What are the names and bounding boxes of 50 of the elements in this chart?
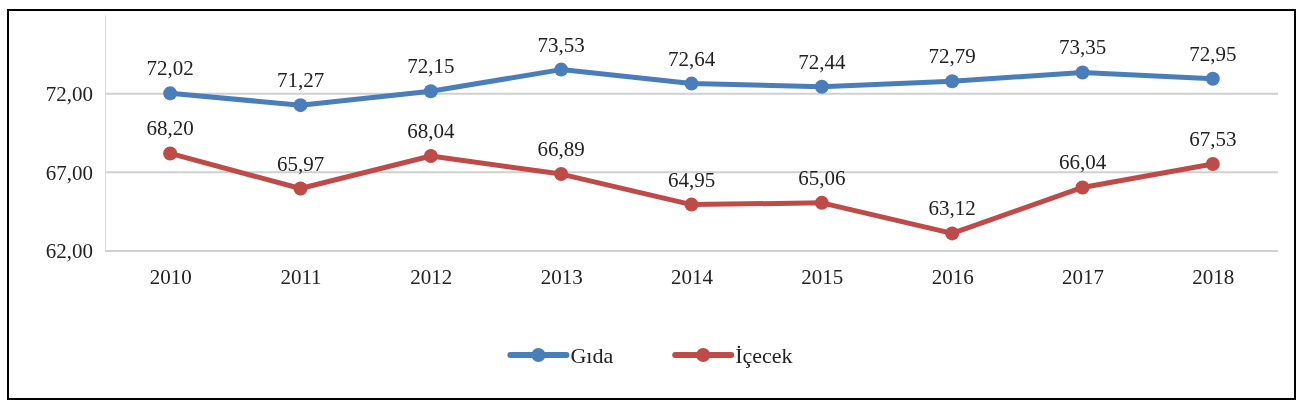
data-label: 72,95: [1189, 41, 1237, 66]
y-tick-label: 72,00: [45, 81, 93, 106]
x-tick-label: 2017: [1062, 264, 1104, 289]
x-tick-label: 2012: [410, 264, 453, 289]
x-tick-label: 2010: [149, 264, 192, 289]
data-label: 72,02: [146, 56, 194, 81]
x-tick-label: 2014: [671, 264, 714, 289]
point: [945, 74, 960, 89]
x-tick-label: 2016: [931, 264, 974, 289]
point: [1205, 71, 1220, 86]
legend-label: İçecek: [735, 343, 793, 368]
point: [293, 98, 308, 113]
data-label: 66,89: [537, 137, 585, 162]
point: [293, 181, 308, 196]
point: [814, 79, 829, 94]
point: [423, 148, 438, 163]
data-label: 68,04: [407, 118, 455, 143]
point: [814, 195, 829, 210]
point: [554, 62, 569, 77]
legend-label: Gıda: [570, 343, 614, 368]
point: [554, 167, 569, 182]
point: [163, 86, 178, 101]
data-label: 72,64: [667, 46, 716, 71]
data-label: 73,35: [1058, 35, 1107, 60]
x-tick-label: 2011: [280, 264, 322, 289]
point: [945, 226, 960, 241]
data-label: 67,53: [1189, 126, 1237, 151]
data-label: 72,79: [928, 44, 976, 69]
data-label: 65,97: [276, 151, 325, 176]
point: [1205, 157, 1220, 171]
point: [163, 146, 178, 161]
point: [423, 84, 438, 99]
y-tick-label: 62,00: [45, 239, 93, 264]
x-tick-label: 2015: [801, 264, 844, 289]
data-label: 63,12: [928, 196, 976, 221]
data-label: 71,27: [276, 68, 325, 93]
data-label: 72,15: [407, 54, 455, 79]
x-tick-label: 2018: [1192, 264, 1235, 289]
data-label: 65,06: [798, 165, 846, 190]
x-tick-label: 2013: [540, 264, 583, 289]
data-label: 72,44: [798, 49, 846, 74]
data-label: 68,20: [146, 116, 194, 141]
y-tick-label: 67,00: [45, 160, 93, 185]
point: [684, 197, 699, 212]
point: [1075, 65, 1090, 80]
data-label: 64,95: [667, 167, 716, 192]
point: [1075, 180, 1090, 195]
point: [684, 76, 699, 91]
data-label: 73,53: [537, 32, 585, 57]
data-label: 66,04: [1058, 150, 1107, 175]
